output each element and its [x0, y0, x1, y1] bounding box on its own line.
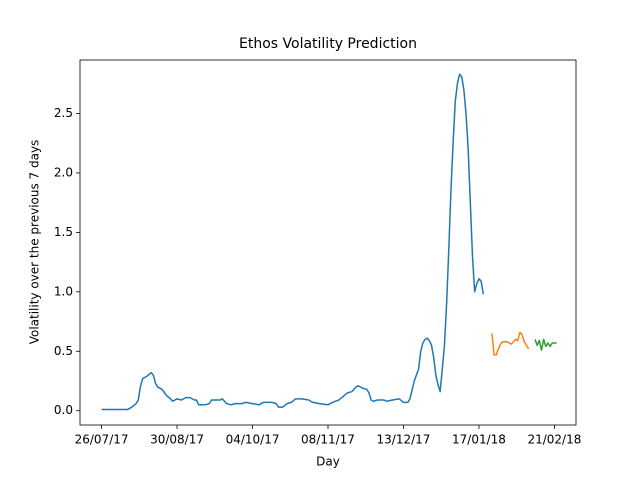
y-tick-label: 0.5: [54, 344, 73, 358]
x-tick-label: 04/10/17: [226, 433, 280, 447]
y-tick-label: 1.5: [54, 225, 73, 239]
x-tick-label: 21/02/18: [527, 433, 581, 447]
y-tick-label: 2.0: [54, 165, 73, 179]
x-tick-label: 13/12/17: [377, 433, 431, 447]
chart-title: Ethos Volatility Prediction: [239, 36, 417, 52]
series-line: [534, 338, 557, 351]
x-tick-label: 17/01/18: [452, 433, 506, 447]
x-tick-label: 08/11/17: [301, 433, 355, 447]
series-line: [491, 331, 530, 356]
y-axis-label: Volatility over the previous 7 days: [28, 140, 42, 345]
x-axis-label: Day: [316, 455, 340, 469]
x-tick-label: 26/07/17: [75, 433, 129, 447]
x-tick-label: 30/08/17: [150, 433, 204, 447]
y-tick-label: 2.5: [54, 106, 73, 120]
y-tick-label: 0.0: [54, 403, 73, 417]
plot-frame: [79, 59, 577, 426]
series-line: [101, 73, 485, 411]
y-tick-label: 1.0: [54, 284, 73, 298]
